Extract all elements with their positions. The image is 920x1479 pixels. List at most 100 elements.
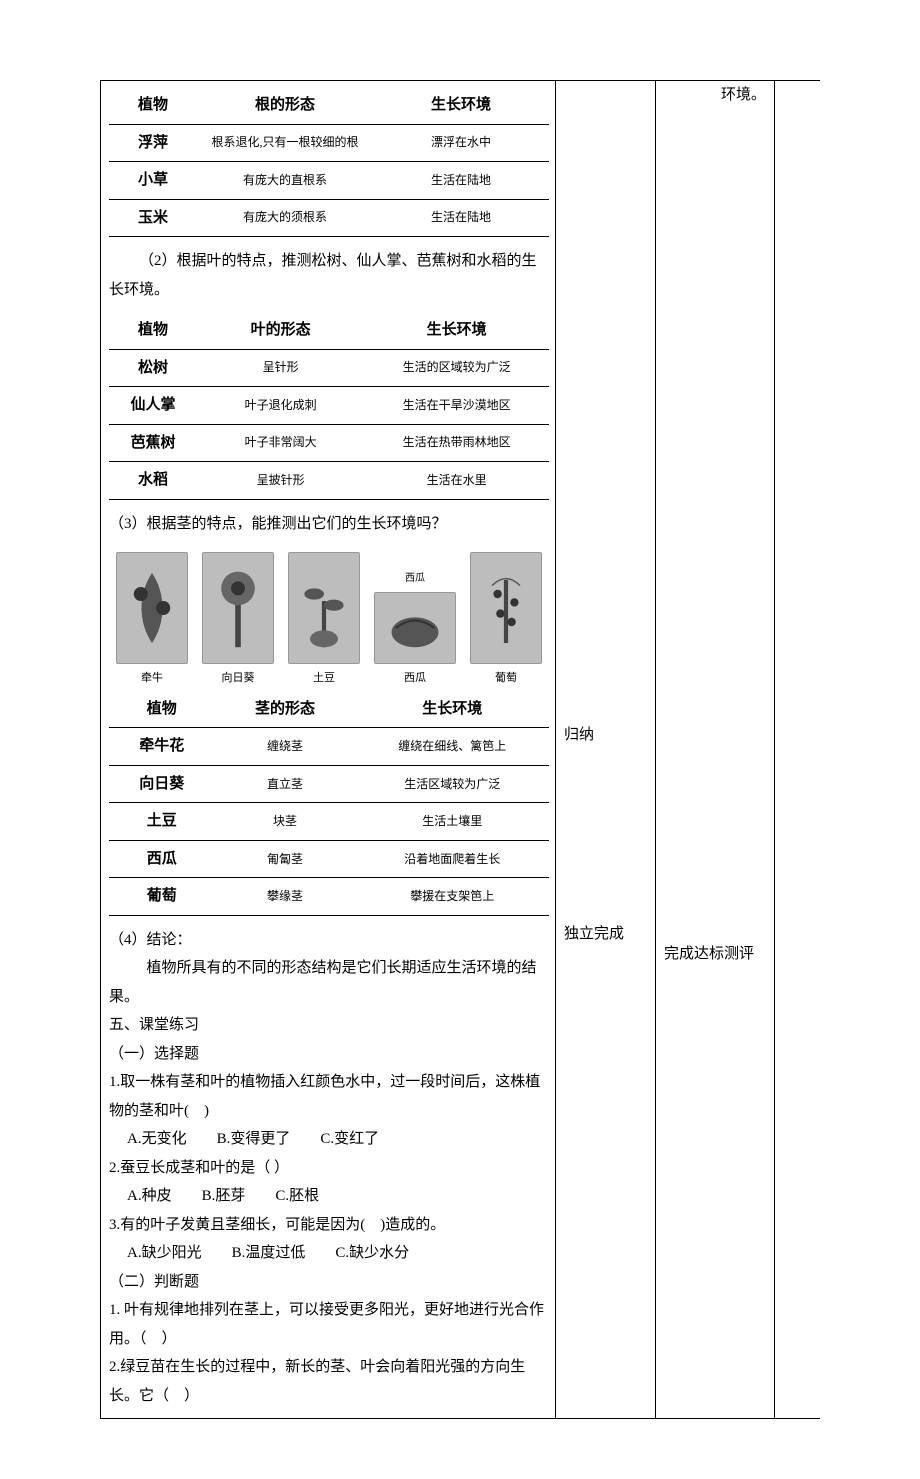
cell: 根系退化,只有一根较细的根 <box>197 124 373 162</box>
cell: 生活的区域较为广泛 <box>364 349 549 387</box>
plant-thumb-icon <box>116 552 188 664</box>
cell: 生活在陆地 <box>373 199 549 237</box>
cell: 匍匐茎 <box>215 840 356 878</box>
cell: 缠绕在细线、篱笆上 <box>355 728 549 766</box>
plant-thumb-icon <box>374 592 456 664</box>
gallery-item: 牵牛 <box>116 552 188 689</box>
table-row: 玉米 有庞大的须根系 生活在陆地 <box>109 199 549 237</box>
side-note: 独立完成 <box>564 920 647 949</box>
question-4: （4）结论： <box>109 926 549 955</box>
cell: 小草 <box>109 162 197 200</box>
cell: 牵牛花 <box>109 728 215 766</box>
cell: 呈针形 <box>197 349 364 387</box>
cell: 直立茎 <box>215 765 356 803</box>
table-row: 芭蕉树 叶子非常阔大 生活在热带雨林地区 <box>109 424 549 462</box>
table-row: 小草 有庞大的直根系 生活在陆地 <box>109 162 549 200</box>
page: 植物 根的形态 生长环境 浮萍 根系退化,只有一根较细的根 漂浮在水中 小草 有… <box>0 0 920 1479</box>
tf-question-1: 1. 叶有规律地排列在茎上，可以接受更多阳光，更好地进行光合作用。（ ） <box>109 1296 549 1353</box>
gallery-label: 西瓜 <box>404 668 426 689</box>
side-note: 归纳 <box>564 721 647 750</box>
cell: 攀援在支架笆上 <box>355 878 549 916</box>
plant-gallery: 牵牛 向日葵 土豆 西瓜 <box>109 552 549 689</box>
plant-thumb-icon <box>470 552 542 664</box>
mc-options-3: A.缺少阳光 B.温度过低 C.缺少水分 <box>109 1239 549 1268</box>
cell: 有庞大的须根系 <box>197 199 373 237</box>
cell: 呈披针形 <box>197 462 364 500</box>
cell: 有庞大的直根系 <box>197 162 373 200</box>
table-root: 植物 根的形态 生长环境 浮萍 根系退化,只有一根较细的根 漂浮在水中 小草 有… <box>109 87 549 237</box>
tf-heading: （二）判断题 <box>109 1268 549 1297</box>
question-2: （2）根据叶的特点，推测松树、仙人掌、芭蕉树和水稻的生长环境。 <box>109 247 549 304</box>
table-row: 仙人掌 叶子退化成刺 生活在干旱沙漠地区 <box>109 387 549 425</box>
gallery-item: 向日葵 <box>202 552 274 689</box>
mc-options-2: A.种皮 B.胚芽 C.胚根 <box>109 1182 549 1211</box>
table-header: 根的形态 <box>197 87 373 124</box>
cell: 缠绕茎 <box>215 728 356 766</box>
cell: 漂浮在水中 <box>373 124 549 162</box>
cell: 生活土壤里 <box>355 803 549 841</box>
table-header: 植物 <box>109 312 197 349</box>
gallery-extra-label: 西瓜 <box>405 569 425 588</box>
table-row: 松树 呈针形 生活的区域较为广泛 <box>109 349 549 387</box>
mc-heading: （一）选择题 <box>109 1040 549 1069</box>
table-row: 牵牛花 缠绕茎 缠绕在细线、篱笆上 <box>109 728 549 766</box>
table-header: 生长环境 <box>355 691 549 728</box>
gallery-item: 葡萄 <box>470 552 542 689</box>
cell: 叶子非常阔大 <box>197 424 364 462</box>
cell: 浮萍 <box>109 124 197 162</box>
cell: 西瓜 <box>109 840 215 878</box>
gallery-label: 向日葵 <box>222 668 255 689</box>
cell: 仙人掌 <box>109 387 197 425</box>
cell: 松树 <box>109 349 197 387</box>
table-stem: 植物 茎的形态 生长环境 牵牛花 缠绕茎 缠绕在细线、篱笆上 向日葵 直立茎 生… <box>109 691 549 916</box>
table-header: 生长环境 <box>373 87 549 124</box>
plant-thumb-icon <box>202 552 274 664</box>
three-col-layout: 植物 根的形态 生长环境 浮萍 根系退化,只有一根较细的根 漂浮在水中 小草 有… <box>100 80 820 1419</box>
gallery-item: 土豆 <box>288 552 360 689</box>
cell: 攀缘茎 <box>215 878 356 916</box>
gallery-item: 西瓜 西瓜 <box>374 569 456 689</box>
table-row: 向日葵 直立茎 生活区域较为广泛 <box>109 765 549 803</box>
cell: 沿着地面爬着生长 <box>355 840 549 878</box>
cell: 玉米 <box>109 199 197 237</box>
cell: 生活在热带雨林地区 <box>364 424 549 462</box>
gallery-label: 土豆 <box>313 668 335 689</box>
side-note-fragment: 环境。 <box>664 81 766 110</box>
gallery-label: 葡萄 <box>495 668 517 689</box>
mc-question-2: 2.蚕豆长成茎和叶的是（ ） <box>109 1154 549 1183</box>
cell: 土豆 <box>109 803 215 841</box>
table-row: 西瓜 匍匐茎 沿着地面爬着生长 <box>109 840 549 878</box>
table-header: 叶的形态 <box>197 312 364 349</box>
tf-question-2: 2.绿豆苗在生长的过程中，新长的茎、叶会向着阳光强的方向生长。它（ ） <box>109 1353 549 1410</box>
mc-options-1: A.无变化 B.变得更了 C.变红了 <box>109 1125 549 1154</box>
table-header: 生长环境 <box>364 312 549 349</box>
plant-thumb-icon <box>288 552 360 664</box>
design-intent-column: 环境。 完成达标测评 <box>655 81 775 1418</box>
main-column: 植物 根的形态 生长环境 浮萍 根系退化,只有一根较细的根 漂浮在水中 小草 有… <box>100 81 555 1418</box>
student-activity-column: 归纳 独立完成 <box>555 81 655 1418</box>
cell: 块茎 <box>215 803 356 841</box>
gallery-label: 牵牛 <box>141 668 163 689</box>
cell: 叶子退化成刺 <box>197 387 364 425</box>
mc-question-3: 3.有的叶子发黄且茎细长，可能是因为( )造成的。 <box>109 1211 549 1240</box>
cell: 芭蕉树 <box>109 424 197 462</box>
table-header: 植物 <box>109 691 215 728</box>
cell: 生活区域较为广泛 <box>355 765 549 803</box>
question-3: （3）根据茎的特点，能推测出它们的生长环境吗？ <box>109 510 549 539</box>
side-note: 完成达标测评 <box>664 940 766 969</box>
cell: 生活在陆地 <box>373 162 549 200</box>
table-header: 茎的形态 <box>215 691 356 728</box>
table-header: 植物 <box>109 87 197 124</box>
table-row: 土豆 块茎 生活土壤里 <box>109 803 549 841</box>
table-row: 葡萄 攀缘茎 攀援在支架笆上 <box>109 878 549 916</box>
mc-question-1: 1.取一株有茎和叶的植物插入红颜色水中，过一段时间后，这株植物的茎和叶( ) <box>109 1068 549 1125</box>
cell: 向日葵 <box>109 765 215 803</box>
table-row: 水稻 呈披针形 生活在水里 <box>109 462 549 500</box>
conclusion-text: 植物所具有的不同的形态结构是它们长期适应生活环境的结果。 <box>109 954 549 1011</box>
table-row: 浮萍 根系退化,只有一根较细的根 漂浮在水中 <box>109 124 549 162</box>
table-leaf: 植物 叶的形态 生长环境 松树 呈针形 生活的区域较为广泛 仙人掌 叶子退化成刺… <box>109 312 549 500</box>
cell: 水稻 <box>109 462 197 500</box>
cell: 葡萄 <box>109 878 215 916</box>
cell: 生活在干旱沙漠地区 <box>364 387 549 425</box>
cell: 生活在水里 <box>364 462 549 500</box>
